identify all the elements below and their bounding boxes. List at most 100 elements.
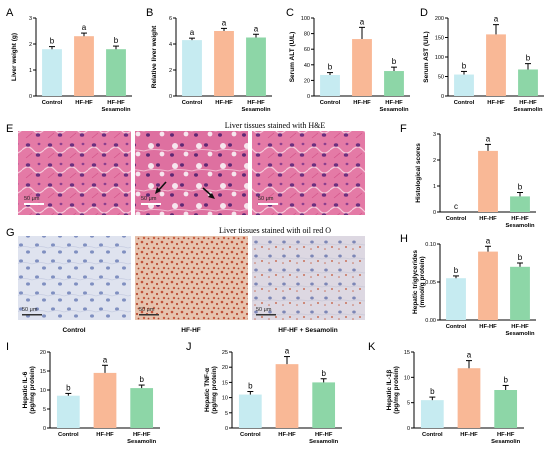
panel-label-d: D	[420, 7, 428, 19]
chart-histological-scores: 0 1 2 3 Histological scores c Control a HF-HF b HF…	[415, 132, 536, 229]
bar	[454, 74, 474, 96]
y-tick-label: 15	[40, 369, 46, 375]
category-label: HF-HF Sesamolin	[309, 432, 338, 445]
y-tick-label: 5	[407, 401, 410, 407]
chart-liver-weight: 0 1 2 3 Liver weight (g) b Control a HF-HF b HF-HF…	[11, 16, 132, 113]
category-label: HF-HF	[353, 100, 371, 106]
y-tick-label: 25	[222, 350, 228, 356]
category-label: HF-HF Sesamolin	[514, 100, 543, 113]
category-label: HF-HF Sesamolin	[127, 432, 156, 445]
bar	[510, 266, 530, 320]
significance-letter: c	[454, 202, 458, 211]
significance-letter: b	[518, 183, 523, 192]
panel-label-g: G	[6, 227, 15, 239]
panel-label-a: A	[6, 7, 14, 19]
y-tick-label: 200	[435, 16, 444, 22]
scale-bar	[24, 203, 44, 205]
bar	[238, 394, 262, 428]
y-axis-label: Hepatic TNF-α(pg/mg protein)	[204, 366, 218, 414]
group-label-hfhf: HF-HF	[181, 327, 201, 334]
chart-relative-liver-weight: 0 2 4 6 Relative liver weight a Control a HF-HF a…	[151, 16, 272, 113]
bar	[275, 364, 299, 428]
y-tick-label: 20	[222, 365, 228, 371]
category-label-line: HF-HF	[315, 432, 333, 438]
oil-image-sesamolin: 50 μm	[252, 236, 365, 320]
significance-letter: b	[503, 375, 508, 384]
y-axis-label: Relative liver weight	[151, 25, 158, 88]
bar	[352, 39, 372, 96]
chart-hepatic-tnf: 0 5 10 15 20 25 Hepatic TNF-α(pg/mg protein) b C…	[204, 347, 342, 445]
scale-label: 50 μm	[24, 196, 40, 202]
scale-label: 50 μm	[256, 307, 272, 313]
y-tick-label: 10	[404, 375, 410, 381]
y-tick-label: 10	[222, 396, 228, 402]
category-label: HF-HF Sesamolin	[491, 432, 520, 445]
significance-letter: a	[190, 28, 195, 37]
y-tick-label: 3	[29, 16, 32, 22]
y-axis-label: Hepatic IL-1β(pg/mg protein)	[386, 366, 400, 414]
y-tick-label: 0	[169, 94, 172, 100]
category-label: HF-HF	[96, 432, 114, 438]
chart-hepatic-triglycerides: 0.00 0.05 0.10 Hepatic triglycerides(mmol/g…	[412, 236, 536, 337]
bar	[420, 400, 444, 428]
y-tick-label: 15	[404, 350, 410, 356]
y-axis-label: Liver weight (g)	[11, 33, 18, 81]
chart-serum-ast: 0 50 100 150 200 Serum AST (U/L) b Control a HF-H…	[423, 15, 544, 113]
y-axis-label-line: Hepatic TNF-α	[204, 368, 211, 412]
y-tick-label: 0	[29, 94, 32, 100]
panel-label-i: I	[6, 341, 9, 353]
category-label: Control	[446, 324, 467, 330]
bar	[494, 390, 518, 428]
panel-label-e: E	[6, 123, 13, 135]
category-label: HF-HF Sesamolin	[380, 100, 409, 113]
significance-letter: a	[467, 351, 472, 360]
y-tick-label: 2	[433, 158, 436, 164]
y-tick-label: 60	[304, 47, 310, 53]
bar	[486, 34, 506, 96]
category-label-line: HF-HF	[519, 100, 537, 106]
significance-letter: b	[50, 37, 55, 46]
group-label-control: Control	[62, 327, 85, 334]
y-axis-label-line: Hepatic triglycerides	[412, 250, 419, 314]
significance-letter: b	[526, 54, 531, 63]
category-label-line: Sesamolin	[242, 107, 271, 113]
y-tick-label: 80	[304, 32, 310, 38]
y-axis-label: Histological scores	[415, 143, 422, 203]
category-label-line: Sesamolin	[127, 439, 156, 445]
category-label: HF-HF	[278, 432, 296, 438]
significance-letter: b	[114, 36, 119, 45]
chart-hepatic-il6: 0 5 10 15 20 Hepatic IL-6(pg/mg protein) b Cont…	[22, 350, 160, 445]
category-label: Control	[422, 432, 443, 438]
y-tick-label: 100	[435, 55, 444, 61]
scale-label: 50 μm	[258, 196, 274, 202]
y-tick-label: 50	[438, 75, 444, 81]
y-tick-label: 0	[441, 94, 444, 100]
category-label-line: HF-HF	[133, 432, 151, 438]
scale-label: 50 μm	[22, 307, 38, 313]
category-label: Control	[240, 432, 261, 438]
category-label-line: Sesamolin	[380, 107, 409, 113]
y-tick-label: 20	[304, 78, 310, 84]
category-label: HF-HF	[215, 100, 233, 106]
y-tick-label: 0.05	[425, 280, 436, 286]
category-label: Control	[42, 100, 63, 106]
bar	[510, 196, 530, 212]
bar	[246, 37, 266, 96]
y-tick-label: 20	[40, 350, 46, 356]
significance-letter: b	[392, 57, 397, 66]
y-tick-label: 0.00	[425, 318, 436, 324]
significance-letter: a	[103, 355, 108, 364]
y-axis-label: Serum AST (U/L)	[423, 31, 430, 82]
he-image-control: 50 μm	[18, 131, 131, 215]
chart-serum-alt: 0 20 40 60 80 100 Serum ALT (U/L) b Control a HF-H…	[289, 16, 410, 113]
significance-letter: b	[462, 61, 467, 70]
bar	[384, 71, 404, 96]
oil-image-control: 50 μm	[18, 236, 131, 320]
y-tick-label: 15	[222, 380, 228, 386]
bar	[130, 388, 154, 428]
significance-letter: b	[139, 375, 144, 384]
category-label-line: HF-HF	[247, 100, 265, 106]
y-axis-label: Hepatic IL-6(pg/mg protein)	[22, 366, 36, 414]
y-tick-label: 2	[29, 42, 32, 48]
category-label: HF-HF	[487, 100, 505, 106]
